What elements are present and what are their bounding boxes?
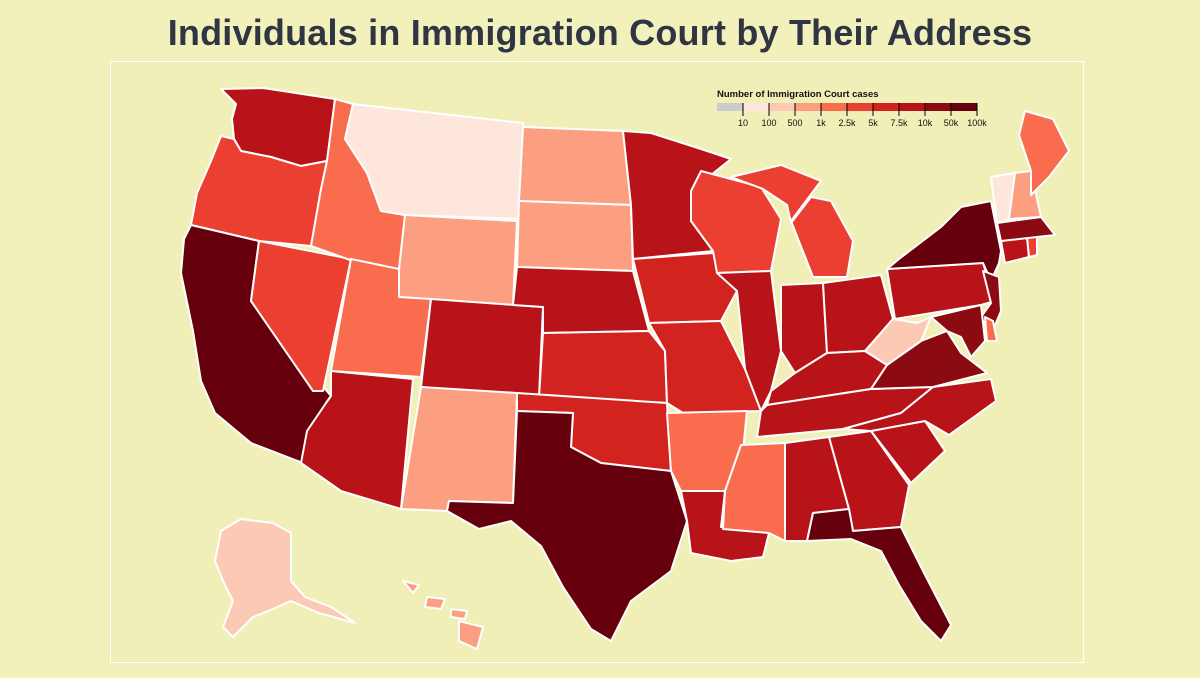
state-DE[interactable] (984, 316, 998, 342)
state-AK[interactable] (214, 518, 356, 638)
state-NY[interactable] (886, 200, 1002, 282)
legend-swatch (925, 103, 951, 111)
state-FL[interactable] (806, 508, 952, 642)
state-AZ[interactable] (300, 370, 414, 510)
state-NV[interactable] (250, 240, 352, 392)
states-layer (180, 87, 1070, 650)
state-SD[interactable] (516, 200, 634, 272)
legend-tick-label: 7.5k (890, 118, 908, 128)
state-ND[interactable] (518, 126, 632, 206)
legend-swatch (717, 103, 743, 111)
state-HI[interactable] (402, 580, 484, 650)
state-IA[interactable] (632, 252, 738, 324)
legend-swatch (847, 103, 873, 111)
map-panel: Number of Immigration Court cases 10 100 5… (110, 61, 1084, 663)
legend-tick-label: 10k (917, 118, 933, 128)
legend-swatch (821, 103, 847, 111)
state-CO[interactable] (420, 298, 544, 398)
state-KS[interactable] (538, 330, 668, 404)
state-RI[interactable] (1026, 236, 1038, 258)
state-WY[interactable] (398, 214, 518, 306)
state-ME[interactable] (1018, 110, 1070, 196)
legend-title: Number of Immigration Court cases (717, 89, 879, 100)
legend-tick-label: 100 (761, 118, 777, 128)
state-MI[interactable] (730, 164, 854, 278)
state-NM[interactable] (400, 386, 518, 512)
us-choropleth-map (180, 87, 1070, 650)
legend-swatch (769, 103, 795, 111)
legend: Number of Immigration Court cases 10 100 5… (717, 89, 987, 129)
legend-tick-label: 50k (943, 118, 959, 128)
legend-swatch (951, 103, 977, 111)
legend-tick-label: 100k (967, 118, 987, 128)
legend-swatch (899, 103, 925, 111)
legend-swatch (743, 103, 769, 111)
legend-tick-label: 1k (816, 118, 826, 128)
legend-tick-label: 10 (737, 118, 749, 128)
page-title: Individuals in Immigration Court by Thei… (167, 12, 1033, 53)
state-TX[interactable] (446, 410, 688, 642)
state-IL[interactable] (716, 270, 782, 412)
state-NC[interactable] (842, 378, 997, 436)
legend-tick-label: 500 (787, 118, 803, 128)
legend-tick-label: 2.5k (838, 118, 856, 128)
state-MD[interactable] (930, 304, 986, 358)
legend-swatch (795, 103, 821, 111)
legend-color-bar (717, 103, 978, 116)
legend-tick-label: 5k (868, 118, 878, 128)
legend-swatch (873, 103, 899, 111)
